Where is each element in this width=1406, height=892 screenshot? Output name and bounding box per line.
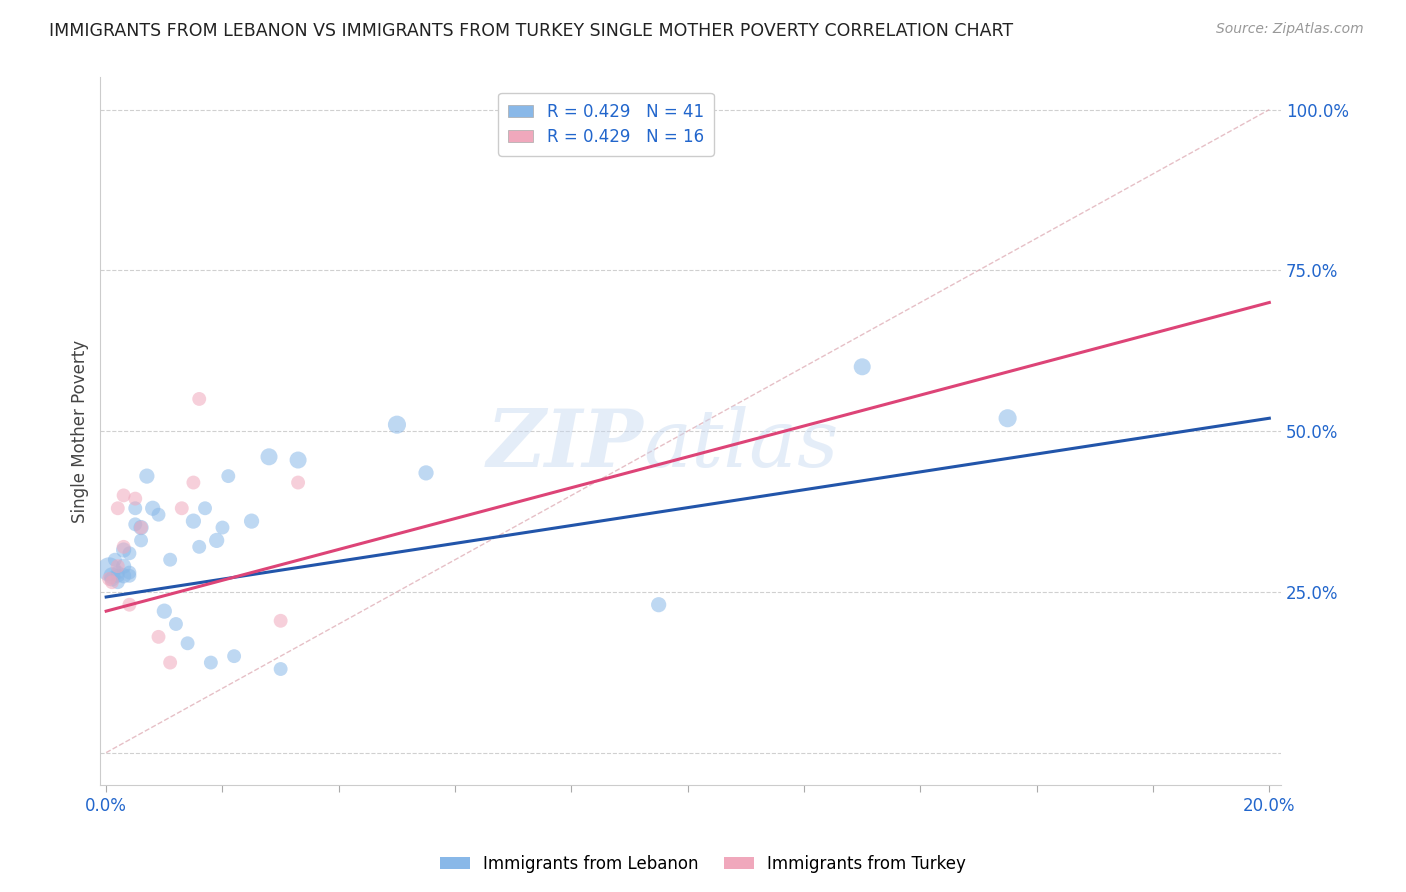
Point bbox=[124, 517, 146, 532]
Point bbox=[200, 656, 222, 670]
Point bbox=[118, 546, 141, 560]
Point bbox=[124, 491, 146, 506]
Point bbox=[153, 604, 176, 618]
Text: ZIP: ZIP bbox=[486, 407, 644, 484]
Legend: R = 0.429   N = 41, R = 0.429   N = 16: R = 0.429 N = 41, R = 0.429 N = 16 bbox=[498, 93, 714, 155]
Point bbox=[107, 566, 129, 580]
Point bbox=[107, 501, 129, 516]
Point bbox=[211, 520, 233, 534]
Point bbox=[101, 572, 124, 586]
Point bbox=[217, 469, 239, 483]
Point bbox=[997, 411, 1019, 425]
Point bbox=[129, 520, 152, 534]
Point bbox=[176, 636, 198, 650]
Point bbox=[159, 656, 181, 670]
Point bbox=[118, 568, 141, 582]
Point bbox=[183, 514, 205, 528]
Point bbox=[135, 469, 157, 483]
Point bbox=[183, 475, 205, 490]
Point bbox=[240, 514, 263, 528]
Point bbox=[205, 533, 228, 548]
Text: Source: ZipAtlas.com: Source: ZipAtlas.com bbox=[1216, 22, 1364, 37]
Point bbox=[112, 540, 135, 554]
Point bbox=[142, 501, 165, 516]
Point bbox=[101, 575, 124, 590]
Point bbox=[107, 568, 129, 582]
Point bbox=[188, 540, 211, 554]
Point bbox=[287, 453, 309, 467]
Point bbox=[129, 520, 152, 534]
Point bbox=[129, 533, 152, 548]
Point bbox=[287, 475, 309, 490]
Point bbox=[194, 501, 217, 516]
Point bbox=[112, 568, 135, 582]
Text: IMMIGRANTS FROM LEBANON VS IMMIGRANTS FROM TURKEY SINGLE MOTHER POVERTY CORRELAT: IMMIGRANTS FROM LEBANON VS IMMIGRANTS FR… bbox=[49, 22, 1014, 40]
Point bbox=[415, 466, 437, 480]
Point bbox=[159, 552, 181, 566]
Point bbox=[165, 617, 187, 632]
Point bbox=[101, 568, 124, 582]
Point bbox=[148, 508, 170, 522]
Point bbox=[647, 598, 669, 612]
Point bbox=[104, 552, 127, 566]
Point bbox=[224, 649, 246, 664]
Point bbox=[107, 559, 129, 574]
Text: atlas: atlas bbox=[644, 407, 839, 484]
Point bbox=[270, 614, 292, 628]
Point bbox=[118, 598, 141, 612]
Legend: Immigrants from Lebanon, Immigrants from Turkey: Immigrants from Lebanon, Immigrants from… bbox=[433, 848, 973, 880]
Point bbox=[124, 501, 146, 516]
Point bbox=[148, 630, 170, 644]
Point bbox=[118, 566, 141, 580]
Point bbox=[112, 559, 135, 574]
Point bbox=[270, 662, 292, 676]
Point bbox=[385, 417, 408, 432]
Point bbox=[98, 572, 121, 586]
Y-axis label: Single Mother Poverty: Single Mother Poverty bbox=[72, 340, 89, 523]
Point bbox=[170, 501, 193, 516]
Point bbox=[98, 562, 121, 576]
Point bbox=[851, 359, 873, 374]
Point bbox=[112, 488, 135, 502]
Point bbox=[257, 450, 280, 464]
Point bbox=[107, 575, 129, 590]
Point bbox=[188, 392, 211, 406]
Point bbox=[112, 543, 135, 558]
